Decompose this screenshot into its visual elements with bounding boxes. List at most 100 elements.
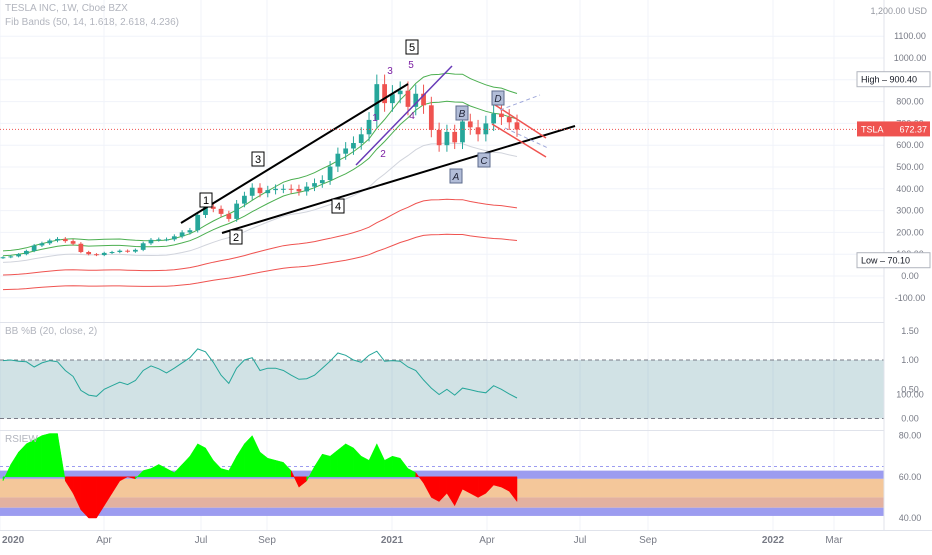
candle-body[interactable] [312,183,317,187]
time-axis-tick: Apr [96,535,112,546]
candle-body[interactable] [242,195,247,204]
candle-body[interactable] [62,238,68,242]
candle-body[interactable] [8,256,14,258]
candle-body[interactable] [94,254,99,256]
candle-body[interactable] [475,127,481,135]
candle-body[interactable] [351,143,356,149]
candle-body[interactable] [343,148,349,154]
rsiew-area-segment [384,455,393,478]
candle-body[interactable] [327,166,333,181]
candle-body[interactable] [210,206,216,209]
candle-body[interactable] [280,188,286,190]
projection-line[interactable] [504,127,549,149]
candle-body[interactable] [101,252,107,256]
candle-body[interactable] [296,189,302,192]
candle-body[interactable] [460,121,465,143]
rsiew-area-segment [275,459,284,478]
price-axis-tick: 300.00 [896,206,924,216]
rsi-zone-upper [0,470,884,479]
wave-label: 3 [255,154,261,166]
wave-label-box [199,192,213,208]
candle-body[interactable] [179,232,185,237]
bb-percent-b-line[interactable] [2,348,518,399]
candle-body[interactable] [358,134,364,144]
wave-label-minor: 3 [387,66,393,77]
candle-body[interactable] [117,250,123,253]
trend-line-upper[interactable] [180,83,409,224]
candle-body[interactable] [23,250,29,255]
candle-body[interactable] [413,93,419,107]
candle-body[interactable] [514,122,520,130]
candle-body[interactable] [164,239,169,241]
candle-body[interactable] [319,180,325,184]
candle-body[interactable] [226,213,232,219]
candle-body[interactable] [273,188,278,191]
candle-body[interactable] [70,241,76,244]
price-axis-tick: 1000.00 [894,53,927,63]
candle-body[interactable] [397,90,403,95]
candle-body[interactable] [218,208,224,214]
candle-body[interactable] [86,252,92,255]
candle-body[interactable] [140,243,146,250]
symbol-legend[interactable]: TESLA INC, 1W, Cboe BZX [5,3,128,14]
last-price-box[interactable] [857,121,930,137]
candle-body[interactable] [491,113,497,124]
candle-body[interactable] [335,153,341,167]
trend-line-lower[interactable] [221,125,576,234]
candle-body[interactable] [16,254,21,257]
candle-body[interactable] [421,93,426,106]
indicator-legend-fib-bands[interactable]: Fib Bands (50, 14, 1.618, 2.618, 4.236) [5,17,180,28]
wave-label-box [251,151,265,167]
indicator-legend-rsiew[interactable]: RSIEW [5,434,38,445]
candle-body[interactable] [452,131,458,143]
candle-body[interactable] [366,119,372,135]
candle-body[interactable] [203,206,208,215]
candle-body[interactable] [39,243,45,246]
candle-body[interactable] [483,123,489,135]
candle-body[interactable] [249,187,255,196]
candle-body[interactable] [31,245,37,251]
candle-body[interactable] [436,129,442,146]
candle-body[interactable] [171,236,177,240]
candle-body[interactable] [47,240,53,244]
candle-body[interactable] [148,239,154,244]
price-axis-tick: 1100.00 [894,31,926,41]
wave-label-minor: 2 [380,149,386,160]
candle-body[interactable] [265,190,271,194]
trend-line-wave-3[interactable] [355,65,453,166]
correction-label-box [491,90,505,106]
candle-body[interactable] [0,257,6,259]
wave-label: 4 [335,201,341,213]
fib-band-lower [2,198,518,276]
candle-body[interactable] [288,188,294,190]
candle-body[interactable] [405,90,411,107]
channel-line-upper[interactable] [491,102,547,139]
projection-line[interactable] [499,94,541,111]
candle-body[interactable] [390,94,395,104]
candle-body[interactable] [109,252,115,254]
rsiew-area-segment [119,476,128,482]
rsi-axis-tick: 100.00 [896,389,924,399]
rsiew-area-segment [205,447,214,478]
candle-body[interactable] [257,187,263,194]
candle-body[interactable] [187,230,193,233]
candle-body[interactable] [444,131,450,146]
last-price-symbol: TSLA [861,124,884,134]
candle-body[interactable] [304,186,310,192]
indicator-legend-bb[interactable]: BB %B (20, close, 2) [5,326,98,337]
candle-body[interactable] [428,105,434,130]
candle-body[interactable] [125,250,130,252]
candle-body[interactable] [506,117,512,123]
candle-body[interactable] [499,113,504,118]
candle-body[interactable] [55,238,60,241]
candle-body[interactable] [195,214,201,231]
candle-body[interactable] [133,249,138,252]
low-label: Low – 70.10 [861,256,910,266]
candle-body[interactable] [234,203,240,219]
candle-body[interactable] [156,239,162,241]
bb-axis-tick: 1.00 [901,355,919,365]
candle-body[interactable] [382,84,387,104]
candle-body[interactable] [78,243,84,253]
candle-body[interactable] [467,121,473,128]
